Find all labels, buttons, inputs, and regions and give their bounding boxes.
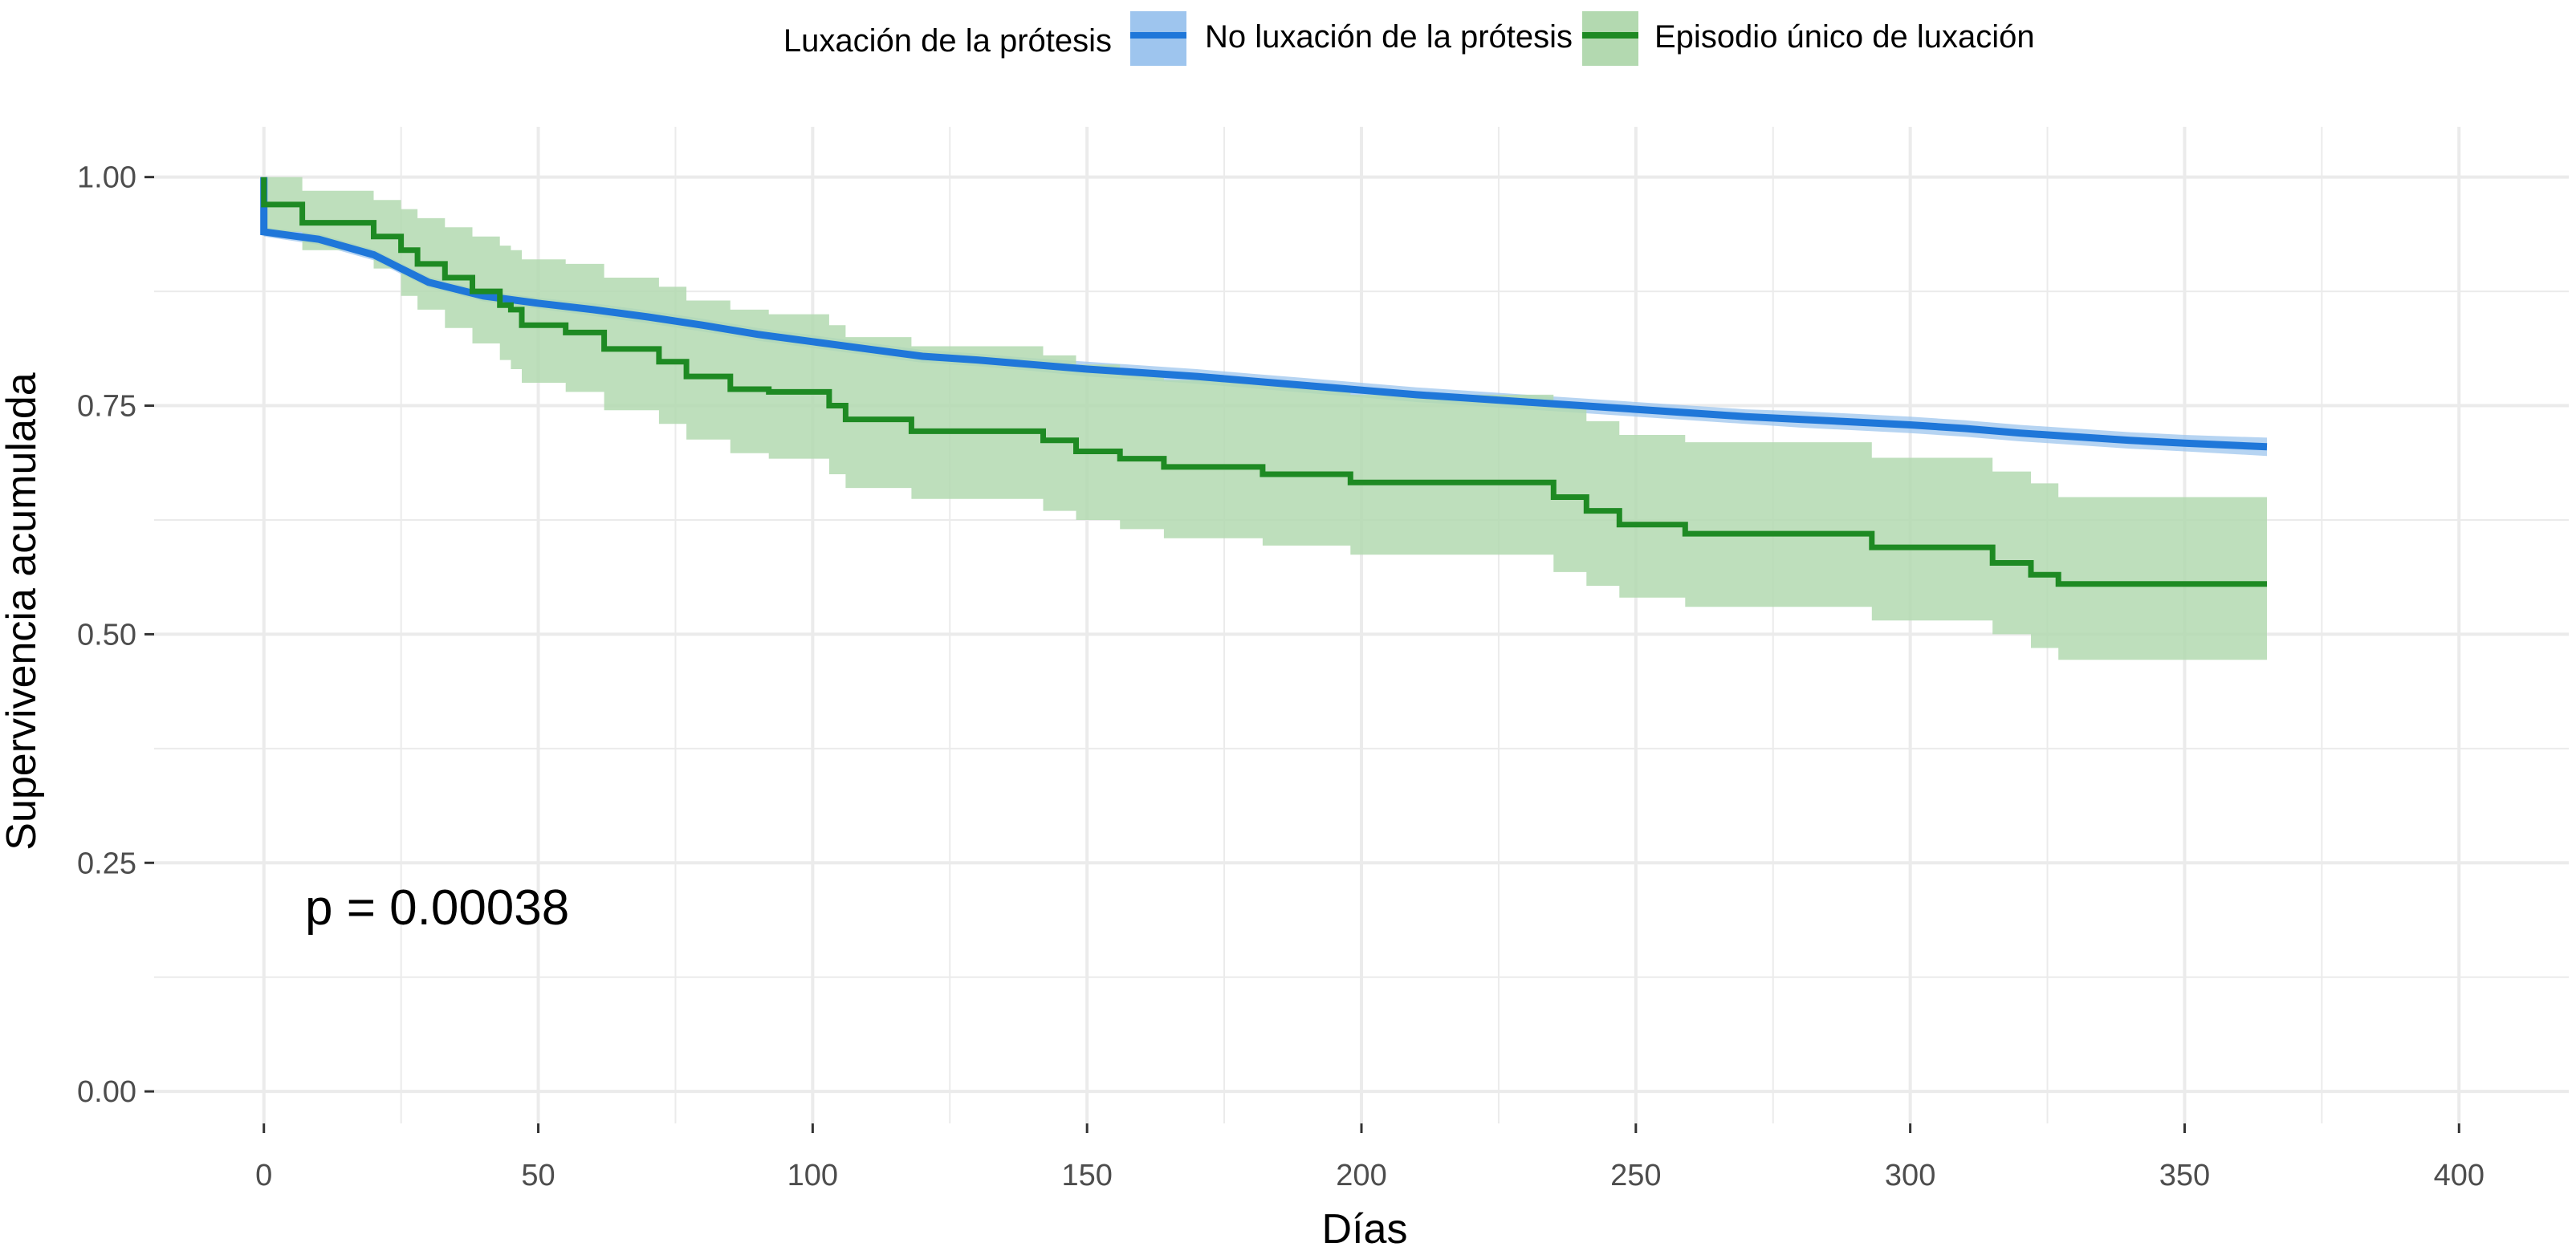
- legend-item-episodio-unico: Episodio único de luxación: [1582, 11, 2035, 66]
- axes: 0 50 100 150 200 250 300 350 400 0.00 0.25 0.50 0.75…: [77, 161, 2484, 1192]
- x-tick-label: 150: [1061, 1159, 1112, 1192]
- legend-label-no-luxacion: No luxación de la prótesis: [1205, 19, 1573, 55]
- y-tick-label: 0.00: [77, 1075, 136, 1109]
- y-tick-label: 1.00: [77, 161, 136, 195]
- x-tick-label: 100: [787, 1159, 838, 1192]
- y-axis-title: Supervivencia acumulada: [0, 372, 45, 851]
- survival-line-1: [261, 177, 2267, 587]
- y-tick-label: 0.25: [77, 847, 136, 880]
- x-tick-label: 400: [2434, 1159, 2484, 1192]
- x-tick-label: 350: [2159, 1159, 2210, 1192]
- confidence-bands: [263, 177, 2268, 660]
- legend-item-no-luxacion: No luxación de la prótesis: [1130, 11, 1573, 66]
- y-tick-label: 0.50: [77, 618, 136, 652]
- confidence-band-1: [263, 177, 2268, 660]
- y-tick-label: 0.75: [77, 390, 136, 424]
- legend-title: Luxación de la prótesis: [783, 23, 1112, 59]
- legend-label-episodio-unico: Episodio único de luxación: [1654, 19, 2035, 55]
- survival-lines: [260, 177, 2268, 587]
- x-tick-label: 50: [521, 1159, 555, 1192]
- legend: Luxación de la prótesis No luxación de l…: [783, 11, 2035, 66]
- x-axis-title: Días: [1322, 1206, 1408, 1247]
- x-tick-label: 250: [1610, 1159, 1661, 1192]
- x-tick-label: 200: [1336, 1159, 1386, 1192]
- p-value-annotation: p = 0.00038: [305, 880, 569, 936]
- x-tick-label: 300: [1885, 1159, 1935, 1192]
- x-tick-label: 0: [255, 1159, 272, 1192]
